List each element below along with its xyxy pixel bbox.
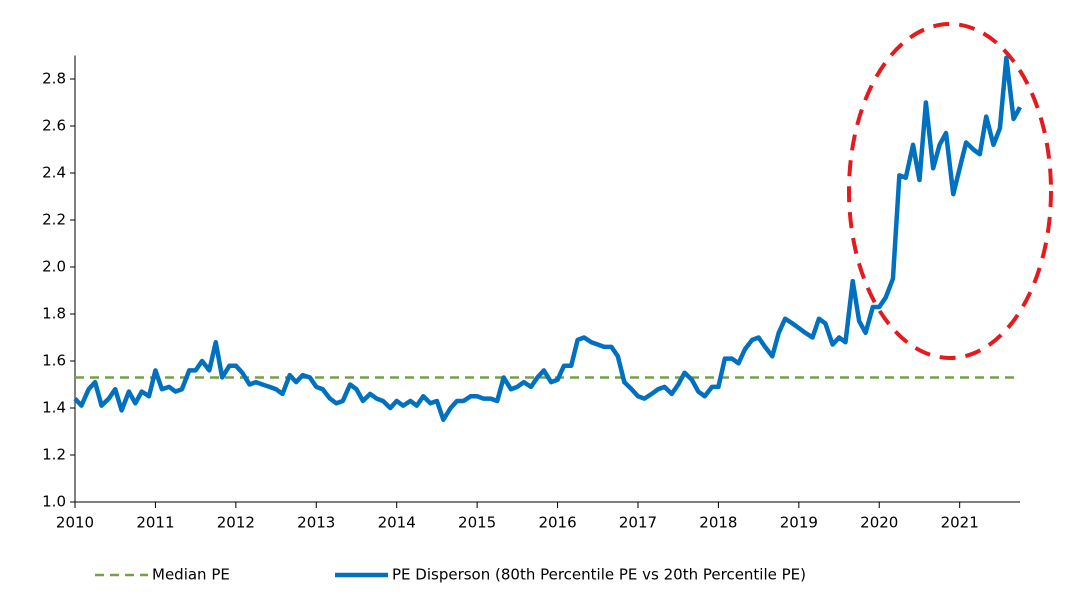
y-tick-label: 1.0 <box>42 493 66 511</box>
y-tick-label: 2.0 <box>42 258 66 276</box>
x-tick-label: 2010 <box>56 514 94 532</box>
x-tick-label: 2017 <box>619 514 657 532</box>
x-tick-label: 2013 <box>297 514 335 532</box>
x-tick-label: 2018 <box>699 514 737 532</box>
y-tick-label: 2.2 <box>42 211 66 229</box>
legend-label: PE Disperson (80th Percentile PE vs 20th… <box>392 566 806 584</box>
x-tick-label: 2012 <box>217 514 255 532</box>
x-tick-label: 2020 <box>860 514 898 532</box>
x-tick-label: 2014 <box>378 514 416 532</box>
x-tick-label: 2019 <box>780 514 818 532</box>
x-tick-label: 2016 <box>538 514 576 532</box>
legend-label: Median PE <box>152 566 230 584</box>
y-tick-label: 1.8 <box>42 305 66 323</box>
y-tick-label: 2.6 <box>42 117 66 135</box>
x-tick-label: 2011 <box>136 514 174 532</box>
data-line <box>73 55 1022 422</box>
y-tick-label: 2.8 <box>42 70 66 88</box>
highlight-ellipse <box>847 22 1053 360</box>
y-tick-label: 2.4 <box>42 164 66 182</box>
y-tick-label: 1.2 <box>42 446 66 464</box>
y-tick-label: 1.4 <box>42 399 66 417</box>
x-tick-label: 2021 <box>941 514 979 532</box>
y-tick-label: 1.6 <box>42 352 66 370</box>
x-tick-label: 2015 <box>458 514 496 532</box>
